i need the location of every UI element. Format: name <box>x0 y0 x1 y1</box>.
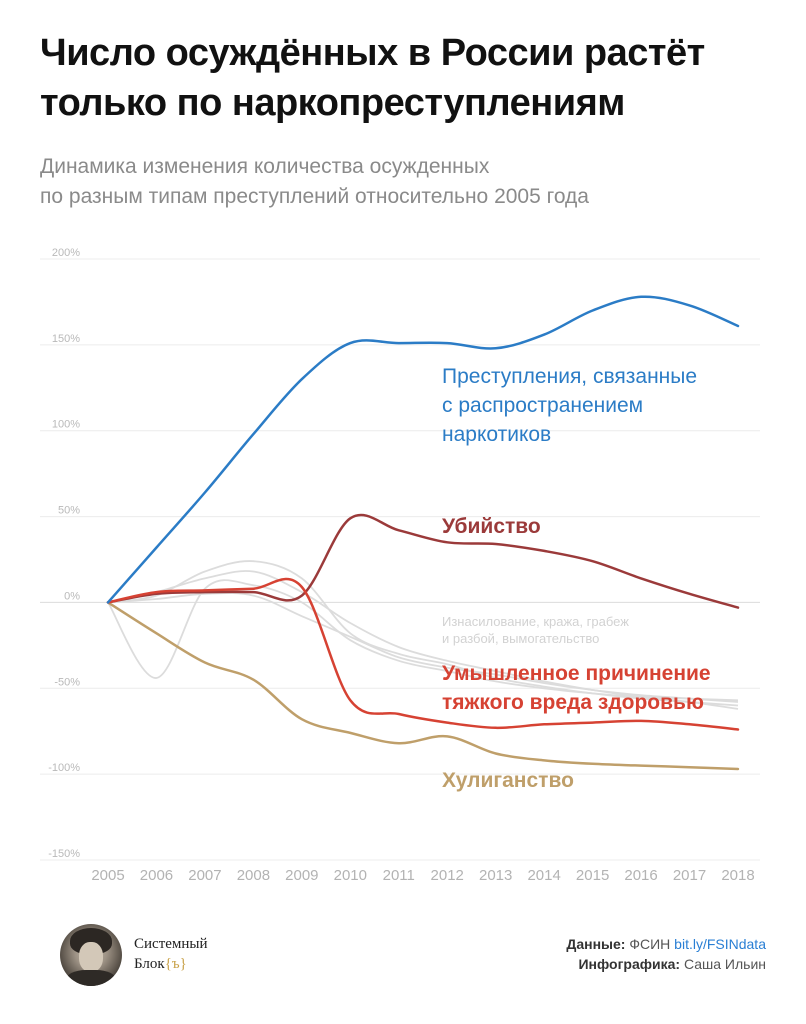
data-source-link[interactable]: bit.ly/FSINdata <box>674 936 766 952</box>
x-tick-label: 2006 <box>140 867 173 884</box>
x-tick-label: 2017 <box>673 867 706 884</box>
author-name: Саша Ильин <box>683 956 766 972</box>
series-line-muted <box>107 560 739 707</box>
x-tick-label: 2012 <box>431 867 464 884</box>
y-tick-label: 100% <box>52 419 80 431</box>
series-line <box>106 295 740 604</box>
series-label: Убийство <box>442 515 541 538</box>
brand-logo: Системный Блок{ъ} <box>134 934 208 974</box>
y-tick-label: 200% <box>52 247 80 259</box>
x-tick-label: 2016 <box>624 867 657 884</box>
y-tick-label: 50% <box>58 505 80 517</box>
y-tick-label: 0% <box>64 590 80 602</box>
series-label: с распространением <box>442 394 643 417</box>
series-label: Преступления, связанные <box>442 365 697 388</box>
x-tick-label: 2014 <box>527 867 560 884</box>
avatar-body <box>66 970 116 986</box>
series-label: Умышленное причинение <box>442 662 711 685</box>
credits-data-row: Данные: ФСИН bit.ly/FSINdata <box>566 934 766 954</box>
brand-line-1: Системный <box>134 936 208 952</box>
data-source: ФСИН <box>629 936 671 952</box>
x-tick-label: 2010 <box>334 867 367 884</box>
series-line <box>106 513 740 609</box>
infographic-label: Инфографика: <box>578 956 681 972</box>
data-label: Данные: <box>566 936 626 952</box>
series-line <box>106 577 740 731</box>
avatar-face <box>79 942 103 972</box>
x-tick-label: 2018 <box>721 867 754 884</box>
avatar <box>60 924 122 986</box>
y-tick-label: 150% <box>52 333 80 345</box>
chart-subtitle: Динамика изменения количества осужденных… <box>40 152 780 212</box>
series-line-muted <box>107 579 739 702</box>
brand-word: Блок <box>134 956 165 972</box>
y-tick-label: -150% <box>48 848 80 860</box>
footer: Системный Блок{ъ} Данные: ФСИН bit.ly/FS… <box>0 920 806 1000</box>
chart-title: Число осуждённых в России растёт только … <box>40 28 780 128</box>
series-line <box>106 601 740 771</box>
x-tick-label: 2008 <box>237 867 270 884</box>
series-label: Хулиганство <box>442 769 574 792</box>
x-tick-label: 2013 <box>479 867 512 884</box>
chart-subtitle-line-2: по разным типам преступлений относительн… <box>40 185 589 208</box>
series-label: тяжкого вреда здоровью <box>442 691 704 714</box>
line-chart: 200% 150% 100% 50% 0% -50% -100% -150% 2005 2006 2… <box>40 247 760 884</box>
x-tick-label: 2007 <box>188 867 221 884</box>
x-tick-label: 2009 <box>285 867 318 884</box>
y-tick-label: -50% <box>54 676 80 688</box>
chart-subtitle-line-1: Динамика изменения количества осужденных <box>40 155 490 178</box>
x-tick-label: 2011 <box>383 867 415 884</box>
series-label: наркотиков <box>442 423 551 446</box>
x-tick-label: 2015 <box>576 867 609 884</box>
brand-mark: {ъ} <box>164 956 187 972</box>
x-tick-label: 2005 <box>91 867 124 884</box>
series-label: Изнасилование, кража, грабеж <box>442 614 629 629</box>
credits: Данные: ФСИН bit.ly/FSINdata Инфографика… <box>566 934 766 974</box>
chart-title-line-1: Число осуждённых в России растёт <box>40 32 705 74</box>
brand-line-2: Блок{ъ} <box>134 954 208 974</box>
series-label: и разбой, вымогательство <box>442 631 599 646</box>
chart-title-line-2: только по наркопреступлениям <box>40 82 625 124</box>
credits-author-row: Инфографика: Саша Ильин <box>566 954 766 974</box>
series-line-muted <box>107 592 739 703</box>
y-tick-label: -100% <box>48 762 80 774</box>
